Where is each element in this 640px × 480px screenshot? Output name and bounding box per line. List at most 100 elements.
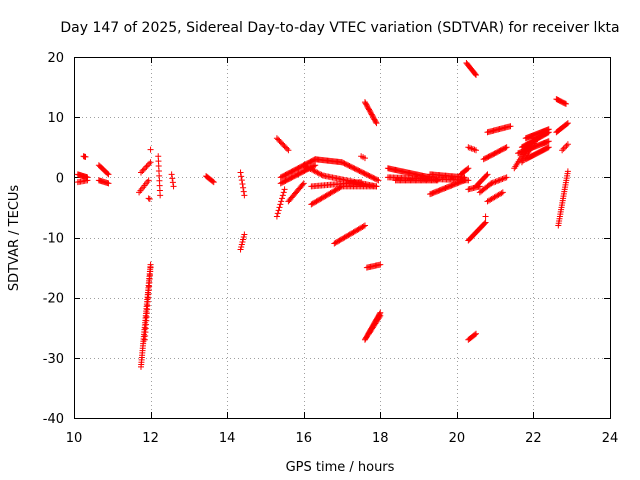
y-tick-label: 20 — [47, 51, 64, 66]
data-point — [376, 314, 383, 321]
data-point — [240, 236, 247, 243]
y-tick-label: -40 — [43, 412, 64, 427]
data-point — [279, 140, 286, 147]
data-point — [310, 167, 317, 174]
data-point — [373, 120, 380, 127]
data-point — [105, 171, 112, 178]
data-point — [282, 144, 289, 151]
data-point — [275, 207, 282, 214]
data-point — [138, 169, 144, 176]
data-point — [337, 184, 344, 191]
data-point — [273, 135, 280, 142]
data-point — [356, 168, 363, 175]
data-point — [464, 166, 471, 173]
data-points — [74, 60, 571, 370]
data-point — [495, 177, 502, 184]
data-point — [145, 195, 152, 202]
data-point — [284, 145, 291, 152]
data-point — [280, 141, 287, 148]
data-point — [544, 144, 551, 151]
data-point — [471, 331, 478, 338]
data-point — [82, 153, 89, 160]
data-point — [473, 72, 479, 79]
data-point — [563, 142, 570, 149]
y-axis-label: SDTVAR / TECUs — [7, 185, 22, 292]
y-tick-label: 0 — [56, 171, 64, 186]
data-point — [349, 164, 356, 171]
data-point — [362, 171, 369, 178]
data-point — [559, 147, 566, 154]
data-point — [564, 141, 571, 148]
data-point — [344, 161, 351, 168]
data-point — [240, 184, 247, 191]
data-point — [342, 161, 349, 168]
data-point — [372, 118, 379, 125]
data-point — [346, 163, 353, 170]
x-tick-label: 18 — [372, 431, 389, 446]
data-point — [545, 138, 552, 145]
data-point — [500, 175, 507, 182]
data-point — [307, 165, 314, 172]
data-point — [339, 159, 345, 166]
data-point — [350, 164, 357, 171]
data-point — [313, 168, 320, 175]
data-point — [240, 188, 247, 195]
data-point — [370, 174, 377, 181]
data-point — [147, 146, 154, 153]
x-tick-label: 14 — [219, 431, 236, 446]
data-point — [377, 312, 384, 319]
y-tick-label: -30 — [43, 352, 64, 367]
data-point — [360, 169, 367, 176]
data-point — [461, 177, 468, 184]
data-point — [563, 121, 570, 128]
data-point — [545, 126, 552, 133]
x-tick-label: 12 — [142, 431, 159, 446]
data-point — [483, 172, 490, 179]
data-point — [147, 264, 154, 271]
data-point — [311, 162, 318, 169]
data-point — [434, 177, 441, 184]
data-point — [493, 178, 500, 185]
data-point — [311, 168, 318, 175]
data-point — [341, 160, 348, 167]
data-point — [241, 231, 248, 238]
x-tick-label: 16 — [295, 431, 312, 446]
data-point — [145, 177, 152, 184]
x-tick-label: 20 — [449, 431, 466, 446]
data-point — [238, 241, 245, 248]
x-tick-label: 24 — [602, 431, 619, 446]
data-point — [361, 155, 368, 162]
data-point — [357, 168, 364, 175]
data-point — [300, 162, 307, 169]
data-point — [488, 180, 495, 187]
y-tick-label: -20 — [43, 292, 64, 307]
data-point — [492, 178, 499, 185]
data-point — [354, 166, 361, 173]
data-point — [482, 219, 489, 226]
data-point — [169, 179, 176, 186]
data-point — [364, 171, 371, 178]
x-tick-label: 10 — [66, 431, 83, 446]
data-point — [238, 173, 245, 180]
data-point — [372, 176, 379, 183]
data-point — [375, 177, 382, 184]
data-point — [561, 100, 568, 107]
data-point — [274, 210, 281, 217]
data-point — [239, 239, 246, 246]
data-point — [366, 172, 373, 179]
data-point — [465, 165, 472, 172]
data-point — [84, 177, 91, 184]
data-point — [146, 195, 153, 202]
data-point — [278, 198, 285, 205]
data-point — [312, 162, 319, 169]
data-point — [237, 246, 244, 253]
data-point — [280, 189, 287, 196]
data-point — [139, 168, 146, 175]
data-point — [359, 169, 366, 176]
data-point — [355, 167, 362, 174]
data-point — [377, 261, 384, 268]
data-point — [143, 163, 150, 170]
data-point — [473, 330, 479, 337]
data-point — [351, 165, 358, 172]
